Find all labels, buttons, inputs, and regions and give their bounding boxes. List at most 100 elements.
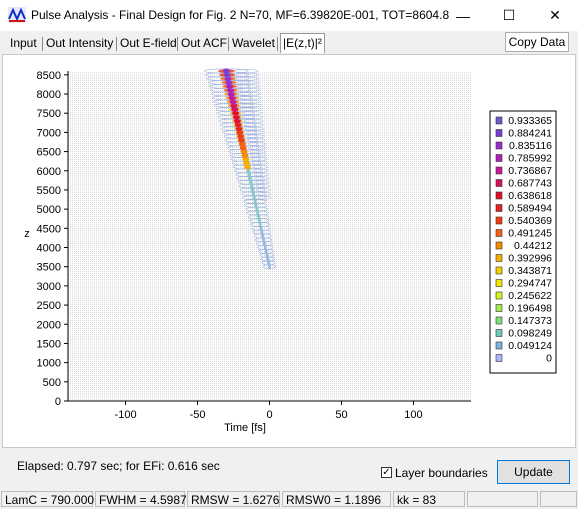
contour-fill: [252, 192, 255, 196]
contour-fill: [266, 257, 269, 261]
legend-swatch: [496, 242, 502, 249]
tab-separator: [228, 37, 229, 51]
contour-peak: [223, 68, 230, 73]
legend-label: 0.44212: [514, 240, 552, 252]
tab-out-acf[interactable]: Out ACF: [181, 35, 227, 52]
legend-swatch: [496, 292, 502, 299]
legend-label: 0.491245: [508, 228, 552, 240]
legend-swatch: [496, 117, 502, 124]
status-rmsw: RMSW = 1.6276: [187, 491, 280, 507]
legend-label: 0.294747: [508, 278, 552, 290]
legend-swatch: [496, 267, 502, 274]
status-lamc: LamC = 790.000: [1, 491, 93, 507]
x-tick-label: 100: [404, 409, 422, 421]
y-axis-label: z: [24, 228, 30, 240]
legend-label: 0.098249: [508, 328, 552, 340]
status-kk: kk = 83: [393, 491, 465, 507]
legend-label: 0.540369: [508, 215, 552, 227]
legend-swatch: [496, 330, 502, 337]
tab-separator: [42, 37, 43, 51]
y-tick-label: 500: [43, 377, 61, 389]
tab-input[interactable]: Input: [10, 35, 37, 52]
legend-label: 0.049124: [508, 340, 552, 352]
legend-label: 0.785992: [508, 153, 552, 165]
minimize-icon: —: [456, 8, 470, 24]
layer-boundaries-checkbox[interactable]: ✓: [381, 467, 392, 478]
y-tick-label: 8000: [37, 89, 61, 101]
y-tick-label: 3500: [37, 262, 61, 274]
app-icon: [8, 7, 26, 23]
legend-swatch: [496, 305, 502, 312]
legend-swatch: [496, 205, 502, 212]
contour-fill: [253, 200, 256, 204]
legend-swatch: [496, 142, 502, 149]
legend-label: 0.736867: [508, 165, 552, 177]
legend-label: 0.884241: [508, 128, 552, 140]
close-button[interactable]: ✕: [532, 0, 578, 31]
window-title: Pulse Analysis - Final Design for Fig. 2…: [31, 8, 449, 22]
legend-swatch: [496, 230, 502, 237]
title-bar: Pulse Analysis - Final Design for Fig. 2…: [0, 0, 578, 31]
y-tick-label: 3000: [37, 281, 61, 293]
tab-field-distribution[interactable]: |E(z,t)|²: [280, 33, 325, 53]
plot-area: 0 500 1000 1500 2000 2500 3000 3500 4000 4500 5000…: [2, 54, 576, 448]
color-legend: 0.9333650.8842410.8351160.7859920.736867…: [490, 111, 556, 373]
copy-data-button[interactable]: Copy Data: [505, 32, 569, 52]
legend-swatch: [496, 130, 502, 137]
minimize-button[interactable]: —: [440, 0, 486, 31]
legend-label: 0.196498: [508, 303, 552, 315]
y-tick-label: 4000: [37, 243, 61, 255]
y-tick-label: 7000: [37, 127, 61, 139]
y-tick-label: 8500: [37, 70, 61, 82]
y-tick-label: 1500: [37, 338, 61, 350]
status-empty-1: [467, 491, 538, 507]
contour-fill: [262, 238, 265, 242]
x-tick-label: 0: [266, 409, 272, 421]
y-tick-label: 2500: [37, 300, 61, 312]
maximize-button[interactable]: ☐: [486, 0, 532, 31]
contour-fill: [251, 188, 255, 192]
elapsed-time: Elapsed: 0.797 sec; for EFi: 0.616 sec: [17, 459, 220, 473]
legend-label: 0.245622: [508, 290, 552, 302]
y-tick-label: 2000: [37, 319, 61, 331]
contour-fill: [246, 169, 250, 173]
tab-out-intensity[interactable]: Out Intensity: [46, 35, 113, 52]
contour-fill: [263, 242, 266, 246]
legend-label: 0: [546, 353, 552, 365]
tab-wavelet[interactable]: Wavelet: [232, 35, 275, 52]
legend-label: 0.638618: [508, 190, 552, 202]
x-axis-ticks: -100 -50 0 50 100: [115, 401, 423, 421]
tab-out-e-field[interactable]: Out E-field: [120, 35, 177, 52]
contour-fill: [259, 223, 262, 227]
y-tick-label: 5500: [37, 185, 61, 197]
tab-separator: [116, 37, 117, 51]
tab-strip: Input Out Intensity Out E-field Out ACF …: [0, 31, 578, 53]
contour-fill: [255, 207, 258, 211]
maximize-icon: ☐: [503, 7, 516, 24]
y-tick-label: 7500: [37, 108, 61, 120]
x-tick-label: 50: [335, 409, 347, 421]
status-rmsw0: RMSW0 = 1.1896: [282, 491, 391, 507]
contour-fill: [267, 261, 270, 265]
x-tick-label: -100: [115, 409, 137, 421]
legend-swatch: [496, 155, 502, 162]
tab-separator: [277, 37, 278, 51]
status-fwhm: FWHM = 4.5987: [95, 491, 185, 507]
contour-fill: [253, 196, 256, 200]
y-axis-ticks: 0500100015002000250030003500400045005000…: [37, 70, 68, 408]
legend-label: 0.343871: [508, 265, 552, 277]
y-tick-label: 4500: [37, 223, 61, 235]
contour-fill: [254, 204, 257, 208]
legend-swatch: [496, 255, 502, 262]
contour-fill: [265, 250, 268, 254]
legend-label: 0.687743: [508, 178, 552, 190]
contour-fill: [256, 211, 259, 215]
contour-fill: [264, 246, 267, 250]
update-button[interactable]: Update: [497, 460, 570, 484]
legend-label: 0.835116: [509, 140, 552, 152]
tab-separator: [177, 37, 178, 51]
legend-swatch: [496, 167, 502, 174]
contour-fill: [247, 173, 251, 177]
y-tick-label: 5000: [37, 204, 61, 216]
contour-fill: [261, 234, 264, 238]
